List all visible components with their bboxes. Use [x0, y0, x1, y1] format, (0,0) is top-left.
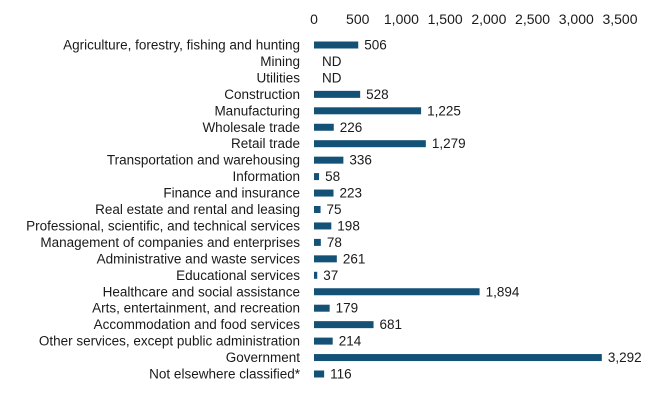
- x-tick-label: 1,500: [428, 11, 463, 27]
- category-label: Accommodation and food services: [94, 317, 301, 332]
- x-axis-ticks: 0 500 1,000 1,500 2,000 2,500 3,000 3,500: [310, 11, 638, 27]
- category-label: Manufacturing: [214, 103, 300, 118]
- x-tick-label: 0: [310, 11, 318, 27]
- value-label: 58: [325, 169, 340, 184]
- bar: [314, 140, 426, 148]
- value-label: 78: [327, 235, 342, 250]
- value-label: 214: [339, 334, 362, 349]
- x-tick-label: 2,500: [515, 11, 550, 27]
- bar: [314, 222, 332, 230]
- value-label: 198: [337, 218, 360, 233]
- category-label: Not elsewhere classified*: [149, 367, 301, 382]
- x-tick-label: 500: [346, 11, 370, 27]
- category-label: Retail trade: [231, 136, 300, 151]
- bar: [314, 156, 344, 164]
- bar: [314, 41, 359, 49]
- x-tick-label: 1,000: [384, 11, 419, 27]
- value-label: 506: [364, 38, 387, 53]
- category-label: Wholesale trade: [202, 120, 300, 135]
- bar: [314, 173, 320, 181]
- bar: [314, 107, 422, 115]
- category-label: Educational services: [176, 268, 300, 283]
- category-label: Administrative and waste services: [97, 251, 301, 266]
- bar: [314, 304, 330, 312]
- category-labels: Agriculture, forestry, fishing and hunti…: [26, 38, 301, 382]
- bar: [314, 255, 337, 263]
- value-label: 1,225: [427, 103, 461, 118]
- value-label: 681: [380, 317, 403, 332]
- category-label: Professional, scientific, and technical …: [26, 218, 300, 233]
- category-label: Management of companies and enterprises: [40, 235, 300, 250]
- value-label: 261: [343, 251, 366, 266]
- category-label: Finance and insurance: [163, 186, 300, 201]
- category-label: Information: [232, 169, 300, 184]
- bar: [314, 123, 334, 131]
- category-label: Real estate and rental and leasing: [95, 202, 300, 217]
- value-label: 116: [330, 367, 352, 382]
- x-tick-label: 3,500: [602, 11, 637, 27]
- bar: [314, 271, 318, 279]
- category-label: Construction: [224, 87, 300, 102]
- bar: [314, 337, 333, 345]
- value-label: ND: [322, 70, 342, 85]
- bar: [314, 354, 602, 362]
- category-label: Arts, entertainment, and recreation: [92, 301, 300, 316]
- value-label: 528: [366, 87, 389, 102]
- category-label: Transportation and warehousing: [107, 153, 300, 168]
- x-tick-label: 2,000: [471, 11, 506, 27]
- bar: [314, 370, 325, 378]
- bars: [314, 41, 602, 378]
- value-label: 3,292: [608, 350, 642, 365]
- category-label: Other services, except public administra…: [39, 334, 300, 349]
- category-label: Healthcare and social assistance: [103, 284, 300, 299]
- value-label: 179: [336, 301, 359, 316]
- value-label: 1,894: [486, 284, 520, 299]
- bar: [314, 206, 321, 213]
- value-label: 226: [340, 120, 363, 135]
- value-label: 223: [339, 186, 362, 201]
- value-label: 75: [327, 202, 342, 217]
- value-label: 336: [349, 153, 372, 168]
- value-label: ND: [322, 54, 342, 69]
- bar: [314, 288, 480, 296]
- bar: [314, 321, 374, 329]
- bar: [314, 238, 321, 246]
- bar: [314, 90, 361, 98]
- category-label: Utilities: [256, 70, 300, 85]
- value-label: 1,279: [432, 136, 466, 151]
- value-label: 37: [323, 268, 338, 283]
- category-label: Government: [226, 350, 301, 365]
- category-label: Mining: [260, 54, 300, 69]
- x-tick-label: 3,000: [559, 11, 594, 27]
- bar: [314, 189, 334, 197]
- category-label: Agriculture, forestry, fishing and hunti…: [63, 38, 300, 53]
